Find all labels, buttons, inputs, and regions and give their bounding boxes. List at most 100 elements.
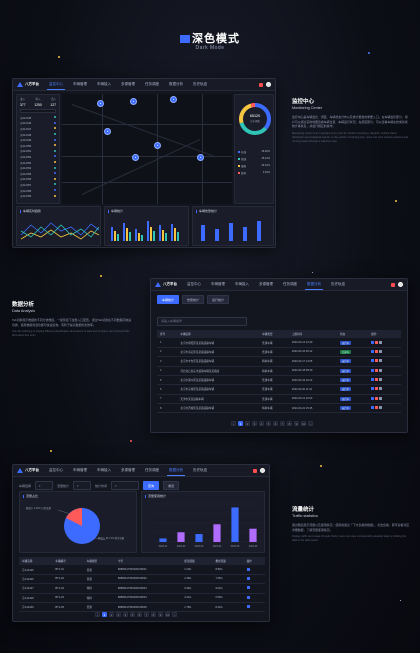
vehicle-list-item[interactable]: 京A12345	[20, 115, 56, 121]
page-number[interactable]: 4	[259, 421, 264, 426]
page-number[interactable]: 4	[123, 612, 128, 617]
vehicle-marker[interactable]: ●	[132, 154, 139, 161]
delete-icon[interactable]	[375, 368, 379, 372]
vehicle-list-item[interactable]: 京A12354	[20, 165, 56, 171]
edit-icon[interactable]	[371, 396, 375, 400]
delete-icon[interactable]	[375, 378, 379, 382]
page-number[interactable]: 2	[245, 421, 250, 426]
page-number[interactable]: 6	[137, 612, 142, 617]
vehicle-marker[interactable]: ●	[97, 100, 104, 107]
page-number[interactable]: 3	[252, 421, 257, 426]
bar-2023-06[interactable]	[249, 528, 257, 542]
more-icon[interactable]	[379, 406, 383, 410]
date-range-picker[interactable]: ▾	[111, 481, 140, 490]
realtime-map[interactable]: ● ● ● ● ● ● ●	[62, 94, 232, 204]
edit-icon[interactable]	[371, 387, 375, 391]
vehicle-list-item[interactable]: 京A12355	[20, 171, 56, 177]
table-row[interactable]: 京A12349 BT1-05 普通 89860617600000015005 1.78G…	[19, 602, 265, 613]
table-row[interactable]: 2 北京市海淀区某某路运输车辆 普通车辆 2023-03-16 09:12 已停车	[157, 347, 401, 358]
page-number[interactable]: 1	[102, 612, 107, 617]
vehicle-list-item[interactable]: 京A12347	[20, 126, 56, 132]
avatar[interactable]	[266, 82, 271, 87]
nav-item-dispatch[interactable]: 任务调度	[145, 467, 159, 472]
table-row[interactable]: 京A12348 BT1-04 特种 89860617600000015004 3.41G…	[19, 593, 265, 603]
nav-item-access[interactable]: 车辆接入	[235, 281, 249, 286]
nav-item-sources[interactable]: 多源管理	[121, 467, 135, 472]
bar-2023-03[interactable]	[195, 534, 203, 542]
view-icon[interactable]	[246, 576, 250, 580]
delete-icon[interactable]	[375, 359, 379, 363]
more-icon[interactable]	[379, 378, 383, 382]
tab-vehicle-stat[interactable]: 车辆统计	[157, 295, 180, 304]
vehicle-list-item[interactable]: 京A12352	[20, 154, 56, 160]
page-number[interactable]: 7	[280, 421, 285, 426]
nav-item-analysis[interactable]: 数据分析	[305, 280, 323, 290]
table-row[interactable]: 京A12346 BT1-02 普通 89860617600000015002 2.35G…	[19, 574, 265, 585]
vehicle-list-item[interactable]: 京A12348	[20, 132, 56, 138]
vehicle-list-item[interactable]: 京A12349	[20, 137, 56, 143]
bell-icon[interactable]	[253, 468, 257, 473]
vehicle-list-item[interactable]: 京A12350	[20, 143, 56, 149]
vehicle-marker[interactable]: ●	[197, 154, 204, 161]
nav-item-history[interactable]: 历史轨迹	[331, 281, 345, 286]
vehicle-list-item[interactable]: 京A12346	[20, 121, 56, 127]
more-icon[interactable]	[379, 349, 383, 353]
nav-item-history[interactable]: 历史轨迹	[193, 81, 207, 86]
vehicle-marker[interactable]: ●	[170, 96, 177, 103]
vehicle-marker[interactable]: ●	[130, 98, 137, 105]
traffic-select[interactable]: ▾	[73, 481, 92, 490]
nav-item-analysis[interactable]: 数据分析	[169, 81, 183, 86]
nav-item-vehicles[interactable]: 车辆管理	[211, 281, 225, 286]
table-row[interactable]: 京A12345 BT1-01 普通 89860617600000015001 1.20G…	[19, 565, 265, 575]
view-icon[interactable]	[246, 586, 250, 590]
page-number[interactable]: 7	[144, 612, 149, 617]
delete-icon[interactable]	[375, 406, 379, 410]
delete-icon[interactable]	[375, 387, 379, 391]
nav-item-dispatch[interactable]: 任务调度	[283, 281, 297, 286]
nav-item-access[interactable]: 车辆接入	[97, 467, 111, 472]
table-row[interactable]: 6 北京市东城区某某路运输车辆 普通车辆 2023-03-20 11:10 运行中	[157, 384, 401, 395]
vehicle-search-input[interactable]	[20, 109, 56, 113]
edit-icon[interactable]	[371, 359, 375, 363]
nav-item-monitor[interactable]: 监控中心	[47, 80, 65, 90]
bar-2023-04[interactable]	[213, 524, 221, 542]
page-number[interactable]: 5	[130, 612, 135, 617]
avatar[interactable]	[398, 282, 403, 287]
table-row[interactable]: 3 北京市丰台区某某路运输车辆 特种车辆 2023-03-17 14:05 运行中	[157, 356, 401, 367]
nav-item-monitor[interactable]: 监控中心	[49, 467, 63, 472]
more-icon[interactable]	[379, 387, 383, 391]
edit-icon[interactable]	[371, 340, 375, 344]
more-icon[interactable]	[379, 396, 383, 400]
prev-page-icon[interactable]: ‹	[231, 421, 236, 426]
page-number[interactable]: 6	[273, 421, 278, 426]
page-number[interactable]: 8	[151, 612, 156, 617]
nav-item-sources[interactable]: 多源管理	[259, 281, 273, 286]
vehicle-list-item[interactable]: 京A12353	[20, 160, 56, 166]
page-number[interactable]: 10	[165, 612, 171, 617]
page-number[interactable]: 3	[116, 612, 121, 617]
edit-icon[interactable]	[371, 378, 375, 382]
page-number[interactable]: 10	[301, 421, 307, 426]
vehicle-list-item[interactable]: 京A12356	[20, 177, 56, 183]
more-icon[interactable]	[379, 368, 383, 372]
prev-page-icon[interactable]: ‹	[95, 612, 100, 617]
table-row[interactable]: 7 天津市某某运输车辆 普通车辆 2023-03-21 10:03 运行中	[157, 394, 401, 405]
nav-item-dispatch[interactable]: 任务调度	[145, 81, 159, 86]
search-button[interactable]: 查询	[143, 481, 160, 490]
page-number[interactable]: 5	[266, 421, 271, 426]
next-page-icon[interactable]: ›	[308, 421, 314, 426]
vehicle-marker[interactable]: ●	[154, 142, 161, 149]
view-icon[interactable]	[246, 605, 250, 609]
nav-item-history[interactable]: 历史轨迹	[193, 467, 207, 472]
vehicle-list-item[interactable]: 京A12351	[20, 149, 56, 155]
page-number[interactable]: 8	[287, 421, 292, 426]
table-row[interactable]: 8 北京市西城区某某路运输车辆 特种车辆 2023-03-22 15:45 运行中	[157, 403, 401, 414]
edit-icon[interactable]	[371, 368, 375, 372]
vehicle-marker[interactable]: ●	[104, 128, 111, 135]
edit-icon[interactable]	[371, 349, 375, 353]
bar-2023-05[interactable]	[231, 507, 239, 542]
delete-icon[interactable]	[375, 340, 379, 344]
vehicle-list-item[interactable]: 京A12358	[20, 188, 56, 194]
page-number[interactable]: 9	[294, 421, 299, 426]
edit-icon[interactable]	[371, 406, 375, 410]
